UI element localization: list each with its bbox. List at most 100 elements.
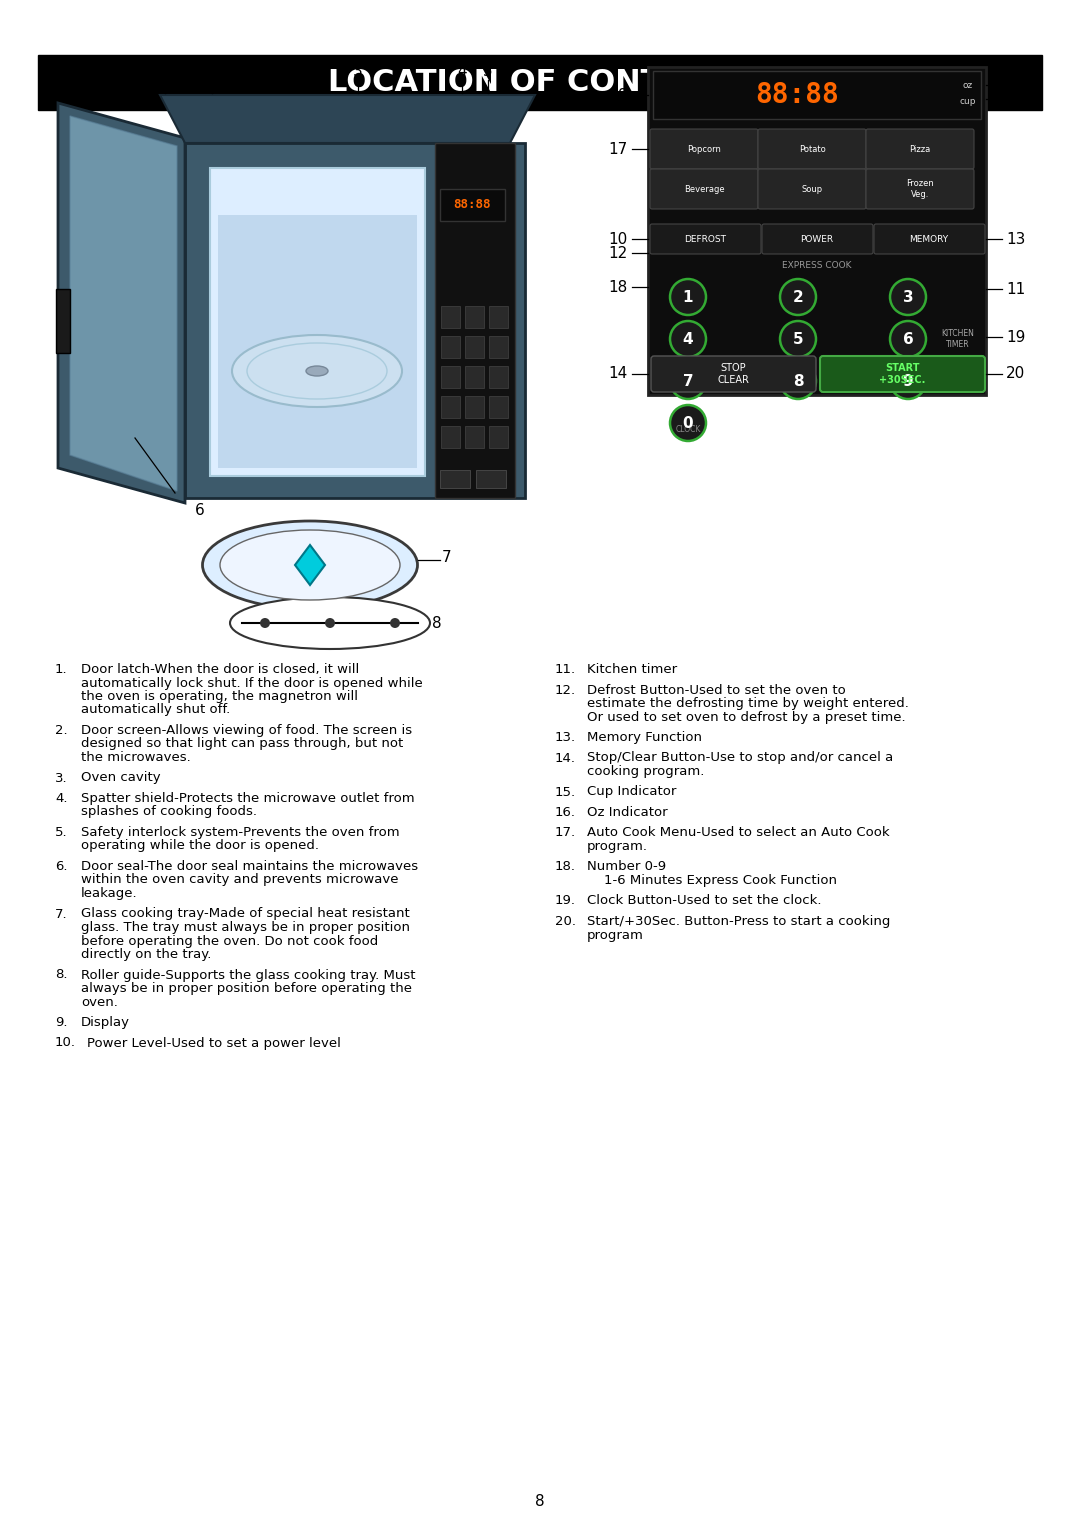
Ellipse shape (220, 530, 400, 599)
Text: 17: 17 (609, 141, 627, 156)
Circle shape (780, 279, 816, 314)
Bar (440, 189, 505, 221)
Bar (489, 366, 508, 388)
Text: 5: 5 (483, 64, 492, 80)
Circle shape (780, 363, 816, 399)
Text: 4: 4 (457, 64, 467, 80)
Text: directly on the tray.: directly on the tray. (81, 947, 212, 961)
Bar (218, 215, 417, 468)
FancyBboxPatch shape (866, 169, 974, 208)
Circle shape (890, 279, 926, 314)
Ellipse shape (232, 336, 402, 406)
Circle shape (260, 618, 270, 629)
Text: 6: 6 (195, 503, 205, 518)
Text: 3: 3 (903, 290, 914, 305)
Bar (653, 71, 981, 120)
Text: 10.: 10. (55, 1036, 76, 1050)
Text: 8: 8 (536, 1493, 544, 1508)
Text: Frozen
Veg.: Frozen Veg. (906, 179, 934, 199)
Text: Door latch-When the door is closed, it will: Door latch-When the door is closed, it w… (81, 662, 360, 676)
Bar (210, 169, 426, 477)
Text: 10: 10 (609, 231, 627, 247)
Text: 19: 19 (1005, 330, 1025, 345)
Text: 13: 13 (1005, 231, 1025, 247)
Text: 9.: 9. (55, 1016, 67, 1029)
Text: Kitchen timer: Kitchen timer (588, 662, 677, 676)
Text: Potato: Potato (798, 144, 825, 153)
Text: 2: 2 (793, 290, 804, 305)
Text: 13.: 13. (555, 731, 576, 744)
Text: STOP
CLEAR: STOP CLEAR (717, 363, 750, 385)
Bar (441, 426, 460, 448)
Text: POWER: POWER (800, 235, 834, 244)
Text: cooking program.: cooking program. (588, 765, 704, 779)
Text: 4.: 4. (55, 793, 67, 805)
Text: 15.: 15. (555, 785, 576, 799)
Text: 88:88: 88:88 (454, 198, 490, 212)
Text: program.: program. (588, 840, 648, 852)
Text: Spatter shield-Protects the microwave outlet from: Spatter shield-Protects the microwave ou… (81, 793, 415, 805)
Circle shape (670, 320, 706, 357)
Text: MEMORY: MEMORY (909, 235, 948, 244)
Text: 3.: 3. (55, 771, 68, 785)
Text: program: program (588, 929, 644, 941)
Text: Clock Button-Used to set the clock.: Clock Button-Used to set the clock. (588, 894, 822, 908)
Bar (489, 336, 508, 359)
Circle shape (670, 279, 706, 314)
Text: 5: 5 (793, 331, 804, 346)
FancyBboxPatch shape (651, 356, 816, 392)
Text: 2.: 2. (55, 724, 68, 737)
Bar (489, 307, 508, 328)
Text: KITCHEN
TIMER: KITCHEN TIMER (942, 330, 974, 348)
Text: Defrost Button-Used to set the oven to: Defrost Button-Used to set the oven to (588, 684, 846, 696)
Text: 14: 14 (609, 366, 627, 382)
Text: 9: 9 (903, 374, 914, 388)
FancyBboxPatch shape (866, 129, 974, 169)
Text: oz: oz (963, 81, 973, 89)
Text: automatically lock shut. If the door is opened while: automatically lock shut. If the door is … (81, 676, 422, 690)
Text: EXPRESS COOK: EXPRESS COOK (782, 261, 852, 270)
Text: 11.: 11. (555, 662, 576, 676)
Circle shape (325, 618, 335, 629)
Text: 12.: 12. (555, 684, 576, 696)
Text: 0: 0 (683, 415, 693, 431)
Ellipse shape (306, 366, 328, 376)
Bar (441, 396, 460, 419)
Text: automatically shut off.: automatically shut off. (81, 704, 230, 716)
Text: 19.: 19. (555, 894, 576, 908)
Bar (489, 396, 508, 419)
Text: 8.: 8. (55, 969, 67, 981)
Bar (476, 471, 507, 487)
Text: Display: Display (81, 1016, 130, 1029)
Text: 4: 4 (683, 331, 693, 346)
Text: Beverage: Beverage (684, 184, 725, 193)
Text: 1: 1 (683, 290, 693, 305)
Text: 17.: 17. (555, 826, 576, 840)
Text: 5.: 5. (55, 826, 68, 839)
Text: Door screen-Allows viewing of food. The screen is: Door screen-Allows viewing of food. The … (81, 724, 413, 737)
Circle shape (390, 618, 400, 629)
Text: Number 0-9: Number 0-9 (588, 860, 666, 874)
Text: before operating the oven. Do not cook food: before operating the oven. Do not cook f… (81, 935, 378, 947)
Text: Glass cooking tray-Made of special heat resistant: Glass cooking tray-Made of special heat … (81, 908, 409, 920)
Text: 88:88: 88:88 (755, 81, 839, 109)
Bar (441, 336, 460, 359)
Text: 14.: 14. (555, 751, 576, 765)
Ellipse shape (230, 596, 430, 648)
Bar (465, 366, 484, 388)
Polygon shape (70, 117, 177, 491)
Bar (465, 396, 484, 419)
Bar (489, 426, 508, 448)
Bar (465, 336, 484, 359)
Bar (435, 143, 515, 498)
Text: 20: 20 (1005, 366, 1025, 382)
FancyBboxPatch shape (758, 129, 866, 169)
Text: Start/+30Sec. Button-Press to start a cooking: Start/+30Sec. Button-Press to start a co… (588, 915, 890, 927)
Circle shape (780, 320, 816, 357)
Text: 16: 16 (1005, 78, 1025, 92)
Circle shape (670, 405, 706, 442)
Text: Oven cavity: Oven cavity (81, 771, 161, 785)
FancyBboxPatch shape (650, 224, 761, 254)
Text: Roller guide-Supports the glass cooking tray. Must: Roller guide-Supports the glass cooking … (81, 969, 416, 981)
Text: 6: 6 (903, 331, 914, 346)
